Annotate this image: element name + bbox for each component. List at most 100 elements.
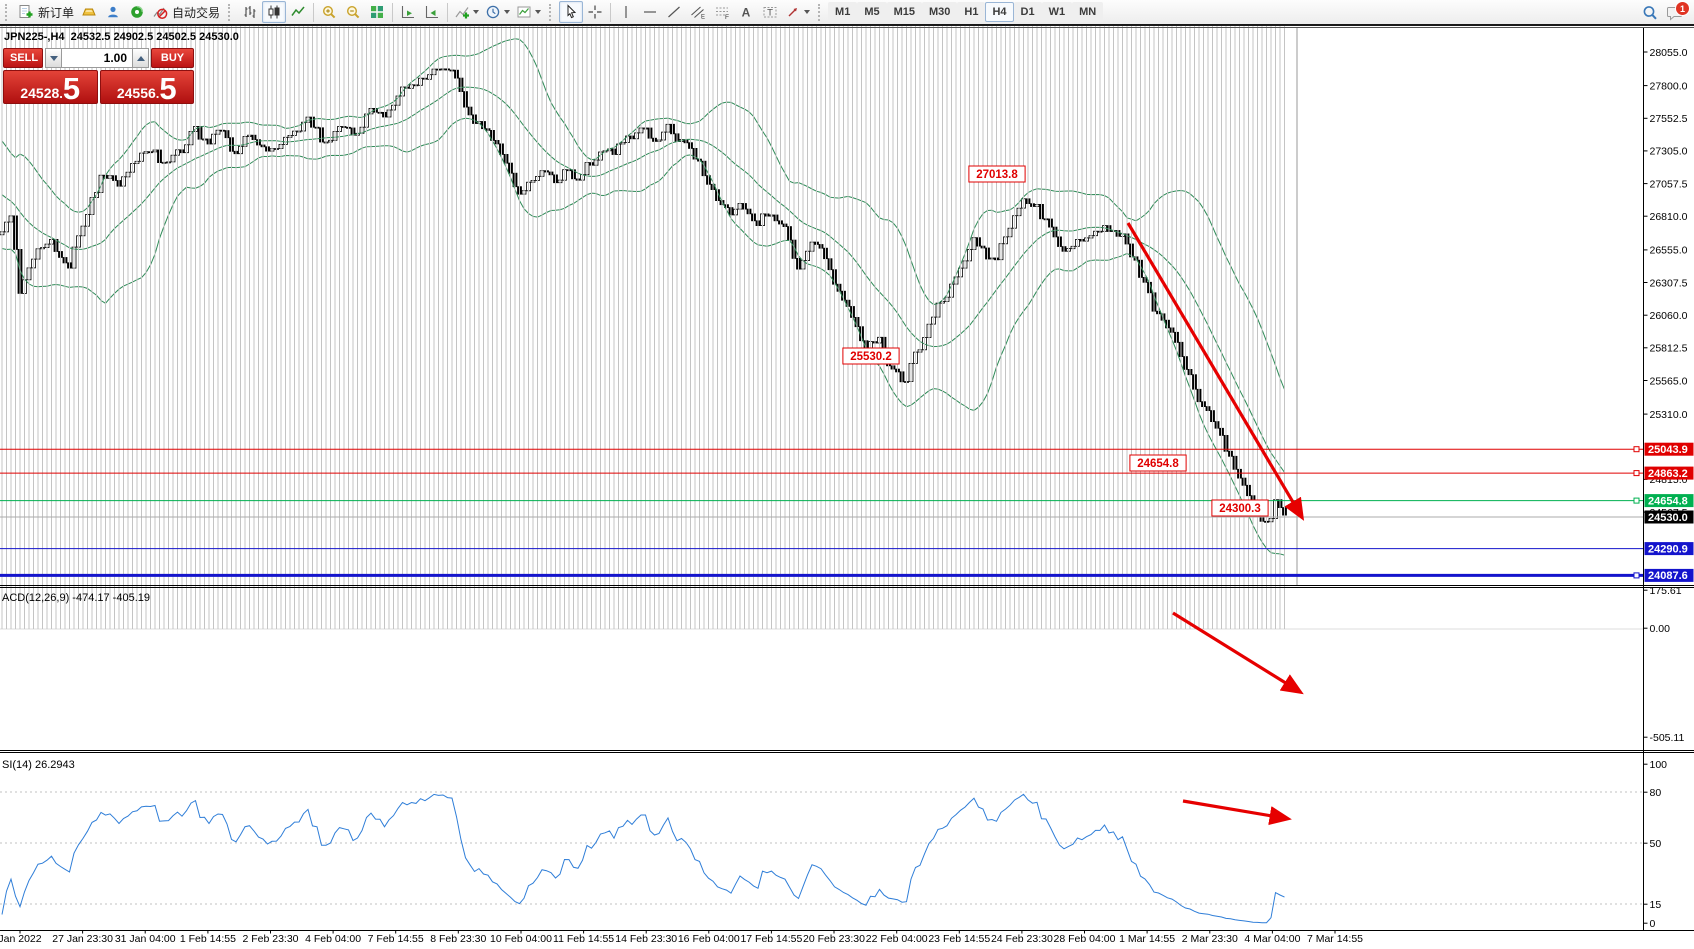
tile-windows-button[interactable] <box>365 1 389 23</box>
volume-input[interactable] <box>62 48 132 68</box>
deposit-button[interactable] <box>77 1 101 23</box>
price-tick-label: 26555.0 <box>1650 245 1688 257</box>
price-display-row: 24528. 5 24556. 5 <box>3 70 194 104</box>
indicators-button[interactable] <box>451 1 482 23</box>
toolbar: 新订单 <box>0 0 1694 26</box>
annotation-box[interactable] <box>968 165 1026 183</box>
vertical-line-button[interactable] <box>614 1 638 23</box>
timeframe-m5-button[interactable]: M5 <box>857 2 887 22</box>
text-icon: A <box>742 6 751 20</box>
autotrading-button[interactable]: 自动交易 <box>149 1 223 23</box>
annotation-box[interactable] <box>1129 454 1187 472</box>
price-tick-label: 28055.0 <box>1650 47 1688 59</box>
price-annotations: 27013.8 25530.2 24654.8 24300.3 <box>842 165 1269 517</box>
trend-arrow[interactable] <box>1172 611 1304 695</box>
bar-chart-button[interactable] <box>238 1 262 23</box>
timeframe-d1-button[interactable]: D1 <box>1013 2 1042 22</box>
community-button[interactable] <box>101 1 125 23</box>
new-order-button[interactable]: 新订单 <box>15 1 77 23</box>
autotrading-label: 自动交易 <box>172 5 221 20</box>
arrows-tool-button[interactable] <box>782 1 813 23</box>
cursor-button[interactable] <box>559 1 584 23</box>
timeframe-m30-button[interactable]: M30 <box>922 2 958 22</box>
cursor-icon <box>567 4 577 19</box>
autotrading-icon <box>153 7 168 19</box>
signal-icon <box>131 5 144 18</box>
gold-ingot-icon <box>82 8 96 16</box>
text-label-button[interactable]: T <box>758 1 782 23</box>
svg-text:E: E <box>701 15 705 21</box>
price-level-box <box>1644 568 1694 582</box>
price-level-label: 24530.0 <box>1648 512 1688 524</box>
date-label: 10 Feb 04:00 <box>490 933 552 945</box>
zoom-in-button[interactable] <box>317 1 341 23</box>
trendline-icon <box>668 6 680 18</box>
templates-button[interactable] <box>513 1 544 23</box>
price-tick-label: 25812.5 <box>1650 343 1688 355</box>
trend-arrow[interactable] <box>1182 799 1292 826</box>
triangle-up-icon <box>136 55 145 61</box>
volume-increase-button[interactable] <box>132 48 149 68</box>
date-label: 2 Feb 23:30 <box>242 933 298 945</box>
timeframe-h1-button[interactable]: H1 <box>957 2 986 22</box>
date-label: 7 Mar 14:55 <box>1307 933 1363 945</box>
date-label: 4 Mar 04:00 <box>1244 933 1300 945</box>
auto-scroll-button[interactable] <box>396 1 420 23</box>
trend-arrow[interactable] <box>1126 222 1305 521</box>
timeframe-m15-button[interactable]: M15 <box>886 2 922 22</box>
notifications-button[interactable]: 1 <box>1662 1 1690 24</box>
buy-button[interactable]: BUY <box>151 48 194 68</box>
price-tick-label: 26060.0 <box>1650 310 1688 322</box>
candlestick-button[interactable] <box>262 1 287 23</box>
date-label: 4 Feb 04:00 <box>305 933 361 945</box>
crosshair-button[interactable] <box>583 1 607 23</box>
channel-icon: E <box>691 6 705 21</box>
bar-chart-icon <box>244 6 256 18</box>
date-label: 17 Feb 14:55 <box>740 933 802 945</box>
text-button[interactable]: A <box>734 1 758 23</box>
timeframe-w1-button[interactable]: W1 <box>1041 2 1073 22</box>
sell-button[interactable]: SELL <box>3 48 43 68</box>
rsi-panel <box>0 791 1643 924</box>
indicator-tick-label: 0 <box>1650 918 1656 930</box>
volume-spinner <box>45 48 149 68</box>
sell-price-main: 24528 <box>20 85 60 101</box>
indicator-tick-label: 50 <box>1650 838 1662 850</box>
periods-button[interactable] <box>482 1 513 23</box>
indicator-tick-label: 15 <box>1650 899 1662 911</box>
signals-button[interactable] <box>125 1 149 23</box>
price-tick-label: 26307.5 <box>1650 277 1688 289</box>
zoom-out-button[interactable] <box>341 1 365 23</box>
annotation-text: 24654.8 <box>1137 458 1179 470</box>
price-tick-label: 26810.0 <box>1650 211 1688 223</box>
chart-shift-button[interactable] <box>420 1 444 23</box>
toolbar-separator <box>313 2 315 22</box>
trendline-button[interactable] <box>662 1 686 23</box>
candlestick-icon <box>268 5 280 19</box>
price-levels: 25043.9 24863.2 24654.8 24530.0 24290.9 24087… <box>0 442 1694 582</box>
date-label: 31 Jan 04:00 <box>115 933 176 945</box>
volume-decrease-button[interactable] <box>45 48 62 68</box>
toolbar-grip <box>228 3 234 21</box>
buy-price-display[interactable]: 24556. 5 <box>99 70 194 104</box>
one-click-trading-panel: SELL BUY 24528.5 24556.5 <box>3 48 194 104</box>
line-chart-button[interactable] <box>286 1 310 23</box>
horizontal-line-button[interactable] <box>638 1 662 23</box>
timeframe-m1-button[interactable]: M1 <box>828 2 858 22</box>
price-tick-label: 25310.0 <box>1650 409 1688 421</box>
fibonacci-button[interactable]: F <box>710 1 734 23</box>
sell-price-display[interactable]: 24528. 5 <box>3 70 98 104</box>
timeframe-mn-button[interactable]: MN <box>1072 2 1104 22</box>
price-tick-label: 25565.0 <box>1650 375 1688 387</box>
annotation-box[interactable] <box>842 347 900 365</box>
sell-price-dot: . <box>59 86 63 101</box>
date-label: 24 Feb 23:30 <box>991 933 1053 945</box>
timeframe-h4-button[interactable]: H4 <box>985 2 1014 22</box>
indicators-icon <box>455 7 470 19</box>
crosshair-icon <box>588 5 602 19</box>
chevron-down-icon <box>804 10 811 14</box>
equidistant-channel-button[interactable]: E <box>686 1 710 23</box>
annotation-box[interactable] <box>1211 499 1269 517</box>
search-button[interactable] <box>1638 2 1662 24</box>
